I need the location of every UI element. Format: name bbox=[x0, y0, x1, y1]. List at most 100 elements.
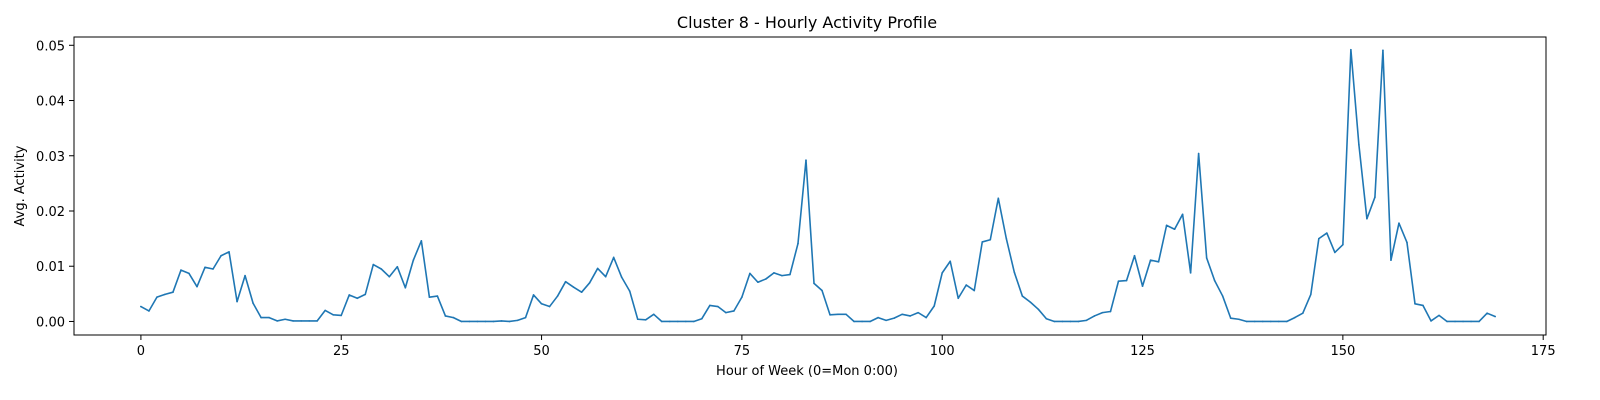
data-point bbox=[324, 309, 327, 312]
data-point bbox=[580, 291, 583, 293]
data-point bbox=[829, 314, 831, 316]
data-point bbox=[1261, 320, 1264, 323]
data-point bbox=[252, 302, 254, 305]
data-point bbox=[1181, 213, 1184, 216]
data-point bbox=[1013, 271, 1016, 274]
data-point bbox=[420, 240, 423, 242]
data-point bbox=[444, 315, 447, 317]
data-point bbox=[396, 265, 399, 268]
data-point bbox=[1454, 320, 1456, 323]
x-tick-label: 0 bbox=[137, 344, 145, 359]
data-point bbox=[789, 273, 791, 276]
data-point bbox=[668, 320, 671, 323]
x-tick-label: 150 bbox=[1330, 344, 1355, 359]
data-point bbox=[540, 302, 543, 305]
data-point bbox=[1342, 243, 1344, 246]
data-point bbox=[404, 286, 407, 289]
data-point bbox=[1486, 312, 1488, 314]
data-point bbox=[1189, 272, 1192, 274]
data-point bbox=[284, 318, 286, 321]
data-point bbox=[172, 291, 174, 293]
data-point bbox=[500, 320, 503, 322]
data-point bbox=[1061, 320, 1064, 323]
data-point bbox=[268, 316, 270, 319]
data-point bbox=[805, 159, 807, 161]
data-point bbox=[1205, 257, 1208, 259]
data-point bbox=[1326, 232, 1328, 234]
y-tick-label: 0.05 bbox=[36, 39, 65, 54]
data-point bbox=[380, 268, 383, 270]
data-point bbox=[516, 319, 519, 322]
data-point bbox=[1358, 143, 1360, 146]
data-point bbox=[652, 313, 655, 316]
data-point bbox=[853, 320, 855, 323]
data-point bbox=[1237, 318, 1240, 321]
data-point bbox=[1085, 319, 1088, 322]
data-point bbox=[260, 316, 262, 319]
data-point bbox=[1045, 317, 1048, 320]
data-point bbox=[693, 320, 695, 323]
data-point bbox=[773, 272, 775, 274]
data-point bbox=[733, 310, 735, 312]
data-point bbox=[596, 267, 599, 270]
data-point bbox=[388, 275, 391, 278]
data-point bbox=[228, 251, 230, 253]
data-point bbox=[236, 300, 238, 303]
data-point bbox=[356, 297, 359, 300]
y-tick-label: 0.01 bbox=[36, 260, 65, 275]
data-point bbox=[1141, 285, 1144, 287]
chart-title: Cluster 8 - Hourly Activity Profile bbox=[677, 13, 937, 32]
y-axis-title: Avg. Activity bbox=[13, 145, 28, 226]
data-point bbox=[524, 316, 527, 319]
data-point bbox=[821, 289, 823, 292]
data-point bbox=[1005, 237, 1008, 240]
data-point bbox=[741, 296, 743, 298]
data-point bbox=[1470, 320, 1472, 323]
data-point bbox=[564, 280, 567, 283]
x-tick-label: 75 bbox=[734, 344, 751, 359]
x-axis-title: Hour of Week (0=Mon 0:00) bbox=[716, 364, 898, 379]
data-point bbox=[292, 320, 294, 322]
data-point bbox=[941, 272, 944, 274]
data-point bbox=[604, 275, 607, 278]
data-point bbox=[989, 238, 992, 241]
data-point bbox=[1374, 196, 1376, 198]
data-point bbox=[468, 320, 471, 323]
data-point bbox=[1101, 311, 1104, 314]
data-point bbox=[452, 316, 455, 319]
data-point bbox=[1398, 222, 1400, 224]
data-point bbox=[188, 272, 190, 275]
data-point bbox=[1285, 320, 1288, 323]
data-point bbox=[1478, 320, 1480, 323]
data-point bbox=[428, 296, 431, 298]
data-point bbox=[620, 276, 623, 279]
data-point bbox=[484, 320, 487, 323]
data-point bbox=[765, 278, 767, 280]
data-point bbox=[757, 281, 759, 284]
data-point bbox=[1366, 217, 1368, 220]
data-point bbox=[1133, 254, 1136, 257]
data-point bbox=[636, 318, 639, 321]
data-point bbox=[532, 294, 535, 296]
data-point bbox=[412, 259, 415, 261]
data-point bbox=[492, 320, 495, 323]
data-point bbox=[925, 316, 927, 319]
data-point bbox=[372, 263, 375, 266]
data-point bbox=[837, 313, 839, 316]
data-point bbox=[981, 241, 984, 243]
data-point bbox=[436, 295, 439, 297]
data-point bbox=[1334, 251, 1336, 254]
x-tick-label: 50 bbox=[533, 344, 550, 359]
data-point bbox=[660, 320, 663, 323]
data-point bbox=[869, 320, 871, 323]
x-tick-label: 125 bbox=[1130, 344, 1155, 359]
data-point bbox=[917, 311, 919, 314]
data-point bbox=[1109, 310, 1112, 313]
data-points bbox=[140, 48, 1496, 323]
y-tick-label: 0.00 bbox=[36, 315, 65, 330]
y-axis: 0.00 0.01 0.02 0.03 0.04 0.05 bbox=[36, 39, 74, 330]
data-point bbox=[1310, 293, 1312, 296]
data-point bbox=[1318, 237, 1320, 240]
data-point bbox=[1117, 280, 1120, 282]
